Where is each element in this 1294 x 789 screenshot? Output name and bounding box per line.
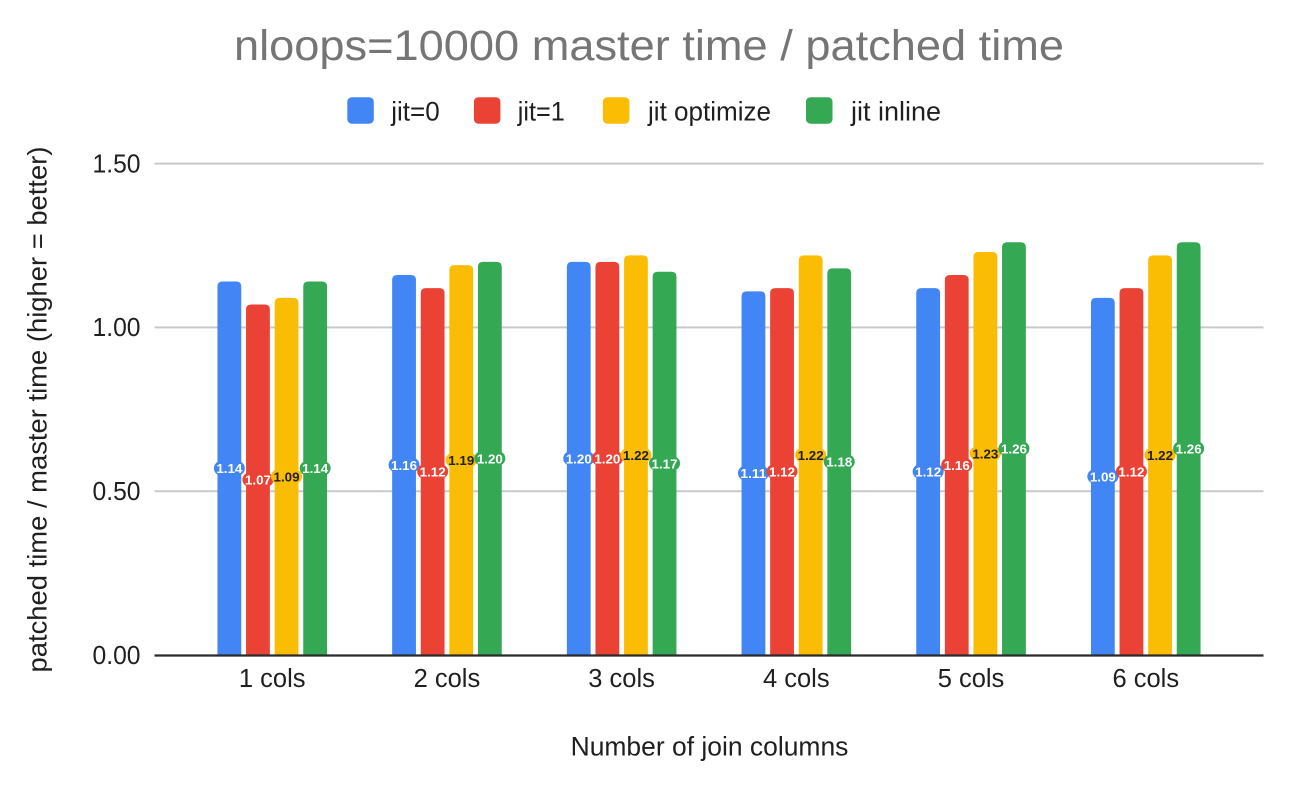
svg-text:1.23: 1.23	[972, 446, 998, 461]
svg-text:1.18: 1.18	[826, 455, 852, 470]
svg-text:patched time / master time (hi: patched time / master time (higher = bet…	[23, 147, 53, 673]
svg-text:0.00: 0.00	[93, 640, 141, 670]
svg-text:6 cols: 6 cols	[1112, 665, 1179, 693]
svg-text:1.17: 1.17	[652, 456, 678, 471]
svg-text:1.20: 1.20	[594, 451, 620, 466]
svg-text:1.16: 1.16	[944, 458, 970, 473]
svg-text:2 cols: 2 cols	[414, 665, 481, 693]
svg-text:1.50: 1.50	[93, 148, 141, 178]
svg-text:3 cols: 3 cols	[588, 665, 655, 693]
svg-text:1.00: 1.00	[93, 312, 141, 342]
svg-text:1.22: 1.22	[1147, 448, 1173, 463]
svg-text:1.26: 1.26	[1176, 442, 1202, 457]
svg-text:1.12: 1.12	[1118, 464, 1144, 479]
svg-text:jit=1: jit=1	[517, 97, 565, 127]
svg-text:1.11: 1.11	[740, 466, 766, 481]
svg-text:jit inline: jit inline	[850, 97, 941, 127]
svg-text:4 cols: 4 cols	[763, 665, 830, 693]
svg-text:Number of join columns: Number of join columns	[571, 732, 849, 762]
svg-text:1.12: 1.12	[915, 464, 941, 479]
svg-text:1.20: 1.20	[566, 451, 592, 466]
svg-text:1.09: 1.09	[1090, 469, 1116, 484]
svg-text:1.16: 1.16	[391, 458, 417, 473]
svg-text:1.19: 1.19	[448, 453, 474, 468]
svg-text:1.22: 1.22	[623, 448, 649, 463]
svg-text:1.22: 1.22	[798, 448, 824, 463]
svg-text:jit=0: jit=0	[390, 97, 439, 127]
svg-text:1.12: 1.12	[420, 464, 446, 479]
svg-text:1.07: 1.07	[245, 473, 271, 488]
svg-text:1.26: 1.26	[1001, 442, 1027, 457]
svg-text:5 cols: 5 cols	[938, 665, 1005, 693]
svg-text:nloops=10000 master time / pat: nloops=10000 master time / patched time	[234, 23, 1064, 70]
svg-text:1.12: 1.12	[769, 464, 795, 479]
svg-text:jit optimize: jit optimize	[647, 97, 771, 127]
svg-text:1.09: 1.09	[274, 469, 300, 484]
svg-text:0.50: 0.50	[93, 476, 141, 506]
svg-text:1.14: 1.14	[302, 461, 329, 476]
svg-text:1 cols: 1 cols	[239, 665, 306, 693]
svg-text:1.20: 1.20	[477, 451, 503, 466]
svg-text:1.14: 1.14	[216, 461, 243, 476]
